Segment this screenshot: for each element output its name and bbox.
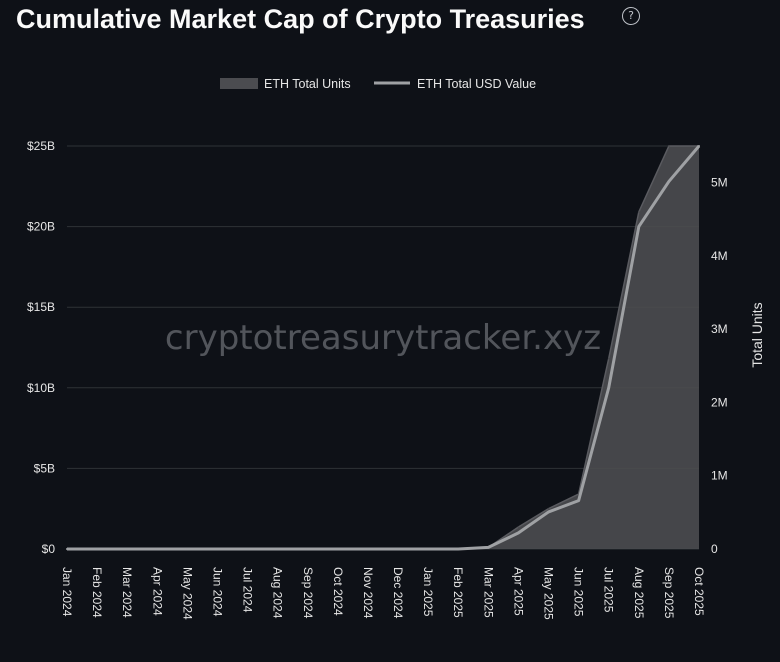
x-tick-label: Oct 2025 — [692, 567, 706, 616]
point-eth-total-usd-value — [96, 548, 99, 550]
point-eth-total-usd-value — [366, 548, 369, 550]
x-tick-label: Dec 2024 — [391, 567, 405, 619]
point-eth-total-usd-value — [667, 180, 670, 183]
point-eth-total-usd-value — [186, 548, 189, 550]
legend-label-eth-total-usd-value[interactable]: ETH Total USD Value — [417, 77, 536, 91]
help-icon[interactable]: ? — [622, 7, 640, 25]
axis-layer: $0 $5B $10B $15B $20B $25B 0 1M 2M 3M 4M 5M Jan 2024… — [27, 139, 728, 620]
point-eth-total-usd-value — [156, 548, 159, 550]
point-eth-total-usd-value — [487, 546, 490, 549]
chart-title: Cumulative Market Cap of Crypto Treasuri… — [16, 4, 585, 34]
y-right-tick-label: 1M — [711, 469, 728, 483]
legend-label-eth-total-units[interactable]: ETH Total Units — [264, 77, 351, 91]
x-tick-label: Apr 2024 — [150, 567, 164, 616]
y-right-tick-label: 4M — [711, 249, 728, 263]
x-tick-label: Feb 2025 — [451, 567, 465, 618]
point-eth-total-usd-value — [457, 548, 460, 550]
series-layer — [66, 145, 701, 551]
x-tick-label: Jun 2025 — [572, 567, 586, 617]
y-left-tick-label: $15B — [27, 300, 55, 314]
y-left-tick-label: $10B — [27, 381, 55, 395]
x-tick-label: Jun 2024 — [210, 567, 224, 617]
x-tick-label: Feb 2024 — [90, 567, 104, 618]
x-tick-label: May 2024 — [180, 567, 194, 620]
watermark: cryptotreasurytracker.xyz — [165, 318, 601, 358]
point-eth-total-usd-value — [577, 499, 580, 502]
point-eth-total-usd-value — [306, 548, 309, 550]
x-tick-label: Mar 2025 — [481, 567, 495, 618]
point-eth-total-usd-value — [397, 548, 400, 550]
point-eth-total-usd-value — [336, 548, 339, 550]
point-eth-total-usd-value — [637, 225, 640, 228]
area-eth-total-units — [67, 146, 699, 549]
x-tick-label: Apr 2025 — [511, 567, 525, 616]
x-tick-label: Jan 2024 — [60, 567, 74, 617]
x-tick-label: Sep 2025 — [662, 567, 676, 619]
y-left-tick-label: $20B — [27, 220, 55, 234]
y-right-tick-label: 5M — [711, 176, 728, 190]
point-eth-total-units — [517, 526, 520, 528]
y-left-tick-label: $0 — [42, 542, 56, 556]
point-eth-total-units — [607, 357, 610, 360]
y-right-tick-label: 0 — [711, 542, 718, 556]
point-eth-total-usd-value — [607, 386, 610, 389]
point-eth-total-units — [547, 507, 550, 510]
x-tick-label: Jul 2025 — [602, 567, 616, 613]
y-right-tick-label: 3M — [711, 322, 728, 336]
x-tick-label: Mar 2024 — [120, 567, 134, 618]
point-eth-total-usd-value — [547, 510, 550, 513]
x-tick-label: Nov 2024 — [361, 567, 375, 619]
point-eth-total-units — [668, 145, 670, 147]
x-tick-label: May 2025 — [542, 567, 556, 620]
x-tick-label: Oct 2024 — [331, 567, 345, 616]
point-eth-total-usd-value — [216, 548, 219, 550]
x-tick-label: Jul 2024 — [241, 567, 255, 613]
line-eth-total-usd-value — [67, 145, 701, 551]
legend[interactable]: ETH Total Units ETH Total USD Value — [220, 77, 536, 91]
point-eth-total-usd-value — [246, 548, 249, 550]
y-right-tick-label: 2M — [711, 395, 728, 409]
point-eth-total-usd-value — [517, 531, 520, 534]
point-eth-total-units — [638, 211, 640, 213]
x-tick-label: Aug 2024 — [271, 567, 285, 619]
right-axis-title: Total Units — [749, 302, 765, 367]
x-tick-label: Aug 2025 — [632, 567, 646, 619]
y-left-tick-label: $25B — [27, 139, 55, 153]
point-eth-total-usd-value — [427, 548, 430, 550]
point-eth-total-usd-value — [276, 548, 279, 550]
x-tick-label: Sep 2024 — [301, 567, 315, 619]
point-eth-total-usd-value — [126, 548, 129, 550]
legend-swatch-eth-total-units[interactable] — [220, 78, 258, 89]
point-eth-total-usd-value — [698, 145, 700, 147]
x-tick-label: Jan 2025 — [421, 567, 435, 617]
y-left-tick-label: $5B — [34, 461, 55, 475]
point-eth-total-usd-value — [66, 548, 68, 550]
